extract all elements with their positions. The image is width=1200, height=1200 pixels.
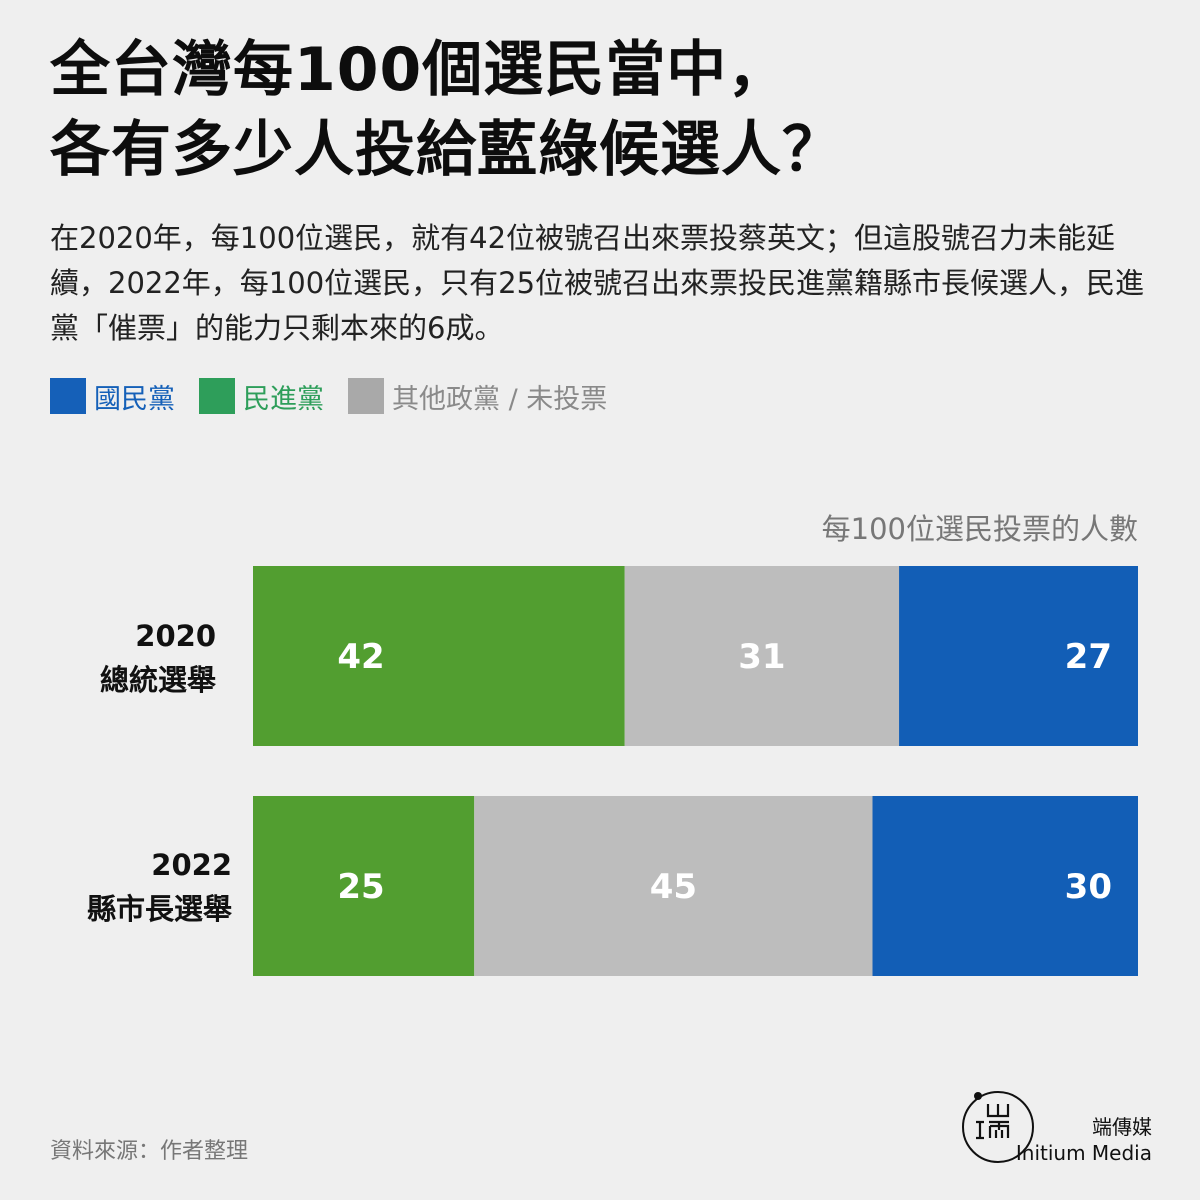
legend-swatch-kmt bbox=[50, 378, 86, 414]
bar-value-2022-other: 45 bbox=[650, 867, 697, 907]
bar-2020-other bbox=[624, 566, 900, 746]
description: 在2020年，每100位選民，就有42位被號召出來票投蔡英文；但這股號召力未能延… bbox=[50, 221, 1145, 345]
row-label-2020-year: 2020 bbox=[135, 619, 216, 653]
row-label-2022-name: 縣市長選舉 bbox=[86, 892, 232, 926]
bar-value-2022-dpp: 25 bbox=[337, 867, 384, 907]
bar-2022-kmt bbox=[872, 796, 1138, 976]
legend-label-dpp: 民進黨 bbox=[243, 383, 324, 415]
legend-swatch-dpp bbox=[199, 378, 235, 414]
bar-value-2020-dpp: 42 bbox=[337, 637, 384, 677]
legend-item-other: 其他政黨 / 未投票 bbox=[348, 377, 607, 416]
bar-value-2020-kmt: 27 bbox=[1065, 637, 1112, 677]
legend-label-other: 其他政黨 / 未投票 bbox=[392, 383, 608, 415]
bar-2020-kmt bbox=[899, 566, 1138, 746]
row-label-2020: 2020 總統選舉 bbox=[60, 614, 216, 702]
source-note: 資料來源：作者整理 bbox=[50, 1139, 249, 1164]
row-label-2020-name: 總統選舉 bbox=[99, 663, 216, 697]
initium-logo-icon bbox=[958, 1090, 1042, 1170]
bar-2020-dpp bbox=[253, 566, 625, 746]
brand-name-en: Initium Media bbox=[1015, 1141, 1152, 1165]
bar-2022-dpp bbox=[253, 796, 475, 976]
legend: 國民黨 民進黨 其他政黨 / 未投票 bbox=[50, 376, 631, 416]
page-title: 全台灣每100個選民當中， 各有多少人投給藍綠候選人？ bbox=[50, 30, 1150, 190]
legend-swatch-other bbox=[348, 378, 384, 414]
legend-item-dpp: 民進黨 bbox=[199, 377, 324, 416]
brand-name-cn: 端傳媒 bbox=[1092, 1115, 1152, 1139]
row-label-2022-year: 2022 bbox=[151, 848, 232, 882]
bar-value-2022-kmt: 30 bbox=[1065, 867, 1112, 907]
axis-note: 每100位選民投票的人數 bbox=[821, 512, 1138, 546]
row-label-2022: 2022 縣市長選舉 bbox=[40, 843, 232, 931]
bar-value-2020-other: 31 bbox=[738, 637, 785, 677]
title-line-2: 各有多少人投給藍綠候選人？ bbox=[50, 115, 843, 185]
brand-name: 端傳媒 Initium Media bbox=[1016, 1114, 1152, 1166]
legend-item-kmt: 國民黨 bbox=[50, 377, 175, 416]
bar-2022-other bbox=[474, 796, 873, 976]
legend-label-kmt: 國民黨 bbox=[94, 383, 175, 415]
title-line-1: 全台灣每100個選民當中， bbox=[50, 35, 789, 105]
